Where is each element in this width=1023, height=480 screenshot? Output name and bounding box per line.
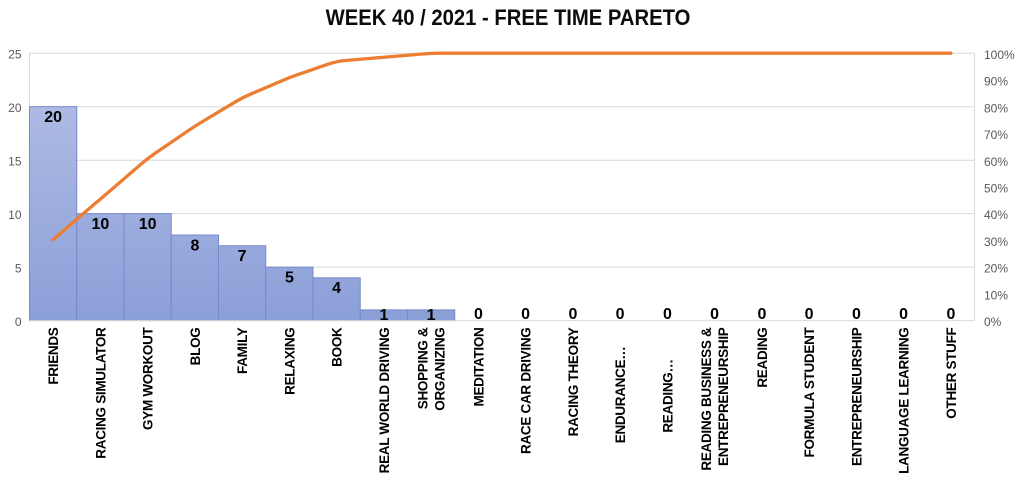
svg-text:ENDURANCE…: ENDURANCE… [613,347,628,444]
svg-text:RACING SIMULATOR: RACING SIMULATOR [93,327,108,459]
svg-text:FORMULA STUDENT: FORMULA STUDENT [802,326,817,457]
svg-text:60%: 60% [984,155,1008,169]
svg-text:0: 0 [710,306,719,323]
svg-text:0: 0 [805,306,814,323]
svg-text:20: 20 [44,109,62,126]
svg-text:0: 0 [521,306,530,323]
svg-text:0: 0 [568,306,577,323]
svg-text:READING: READING [755,328,770,388]
svg-text:7: 7 [238,248,247,265]
svg-text:5: 5 [285,269,294,286]
svg-text:0: 0 [616,306,625,323]
svg-text:20%: 20% [984,262,1008,276]
svg-text:BOOK: BOOK [330,327,345,367]
svg-text:10: 10 [92,216,110,233]
svg-text:100%: 100% [984,48,1015,62]
svg-text:MEDITATION: MEDITATION [471,328,486,407]
svg-text:WEEK 40 / 2021 - FREE TIME PAR: WEEK 40 / 2021 - FREE TIME PARETO [326,5,691,30]
svg-text:0: 0 [946,306,955,323]
svg-text:20: 20 [8,101,22,115]
svg-text:OTHER STUFF: OTHER STUFF [944,327,959,418]
svg-text:RACE CAR DRIVING: RACE CAR DRIVING [519,328,534,454]
svg-text:80%: 80% [984,101,1008,115]
svg-text:0: 0 [757,306,766,323]
svg-text:1: 1 [427,307,436,324]
svg-text:ORGANIZING: ORGANIZING [433,328,448,411]
svg-text:0: 0 [15,315,22,329]
svg-text:FRIENDS: FRIENDS [46,327,61,384]
svg-text:BLOG: BLOG [188,328,203,366]
svg-text:8: 8 [190,237,199,254]
svg-text:25: 25 [8,48,22,62]
svg-text:15: 15 [8,155,22,169]
svg-text:0: 0 [852,306,861,323]
svg-text:1: 1 [379,307,388,324]
svg-text:5: 5 [15,261,22,275]
svg-text:FAMILY: FAMILY [235,327,250,374]
svg-text:70%: 70% [984,128,1008,142]
svg-text:0: 0 [899,306,908,323]
svg-text:ENTREPRENEURSHIP: ENTREPRENEURSHIP [716,327,731,466]
svg-text:0%: 0% [984,315,1002,329]
svg-text:0: 0 [474,306,483,323]
svg-text:10: 10 [8,208,22,222]
svg-text:GYM WORKOUT: GYM WORKOUT [141,326,156,429]
svg-text:SHOPPING &: SHOPPING & [416,327,431,409]
svg-text:50%: 50% [984,182,1008,196]
svg-text:10: 10 [139,216,157,233]
svg-text:90%: 90% [984,75,1008,89]
svg-text:10%: 10% [984,289,1008,303]
svg-text:LANGUAGE LEARNING: LANGUAGE LEARNING [897,328,912,474]
svg-text:30%: 30% [984,235,1008,249]
svg-text:4: 4 [332,280,341,297]
svg-text:RELAXING: RELAXING [282,328,297,395]
svg-text:RACING THEORY: RACING THEORY [566,327,581,436]
svg-text:READING…: READING… [660,359,675,432]
svg-text:READING BUSINESS &: READING BUSINESS & [699,327,714,471]
svg-text:0: 0 [663,306,672,323]
svg-text:40%: 40% [984,208,1008,222]
svg-text:REAL WORLD DRIVING: REAL WORLD DRIVING [377,328,392,474]
svg-text:ENTREPRENEURSHIP: ENTREPRENEURSHIP [849,327,864,466]
